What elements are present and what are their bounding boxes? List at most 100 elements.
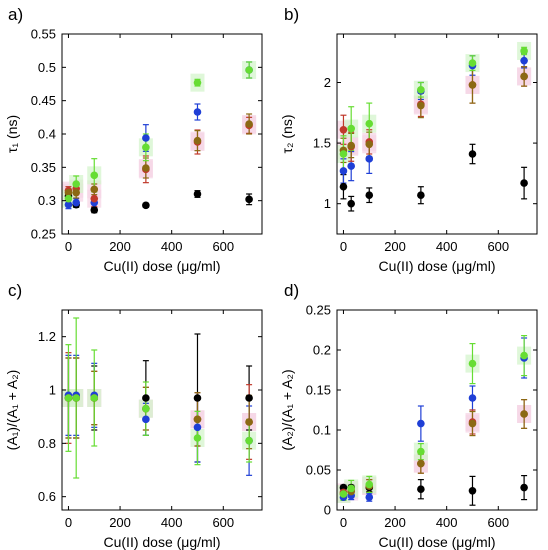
data-point-brown <box>142 164 150 172</box>
y-tick-label: 1 <box>324 196 331 211</box>
x-tick-label: 400 <box>161 515 183 530</box>
y-tick-label: 0.15 <box>306 383 331 398</box>
x-axis-label: Cu(II) dose (μg/ml) <box>379 534 496 550</box>
data-point-black <box>365 191 374 200</box>
y-tick-label: 0.45 <box>31 93 56 108</box>
chart-panel-2: b) 0 200 400 600 1 1.5 2 Cu(II) dose (μg/ml) τ₂ (… <box>279 5 538 274</box>
data-point-green <box>468 59 477 67</box>
data-point-blue <box>193 108 202 116</box>
y-tick-label: 1.5 <box>313 136 331 151</box>
y-tick-label: 0.3 <box>38 193 56 208</box>
plot-frame <box>336 309 538 511</box>
x-tick-label: 600 <box>212 515 234 530</box>
y-tick-label: 1 <box>49 383 56 398</box>
panel-letter: a) <box>8 5 23 24</box>
data-point-blue <box>347 162 355 170</box>
data-point-black <box>417 191 425 200</box>
data-point-black <box>142 394 150 402</box>
data-point-brown <box>193 136 202 145</box>
data-point-black <box>193 190 202 198</box>
data-point-green <box>90 394 99 402</box>
x-tick-label: 400 <box>161 239 183 254</box>
data-point-blue <box>339 167 348 175</box>
data-point-black <box>245 394 253 402</box>
data-point-brown <box>417 459 425 468</box>
data-point-green <box>193 78 202 87</box>
y-tick-label: 0 <box>324 503 331 518</box>
y-axis-label: τ₂ (ns) <box>279 115 295 154</box>
data-point-green <box>339 150 348 158</box>
plot-frame <box>336 33 538 235</box>
data-point-green <box>245 66 253 74</box>
data-point-green <box>347 124 355 133</box>
data-point-black <box>468 487 477 495</box>
x-tick-label: 400 <box>436 239 458 254</box>
y-tick-label: 0.25 <box>306 303 331 318</box>
data-point-black <box>468 150 477 158</box>
x-tick-label: 200 <box>109 239 131 254</box>
data-point-brown <box>72 188 80 197</box>
y-tick-label: 0.4 <box>38 127 56 142</box>
y-tick-label: 0.2 <box>313 343 331 358</box>
data-point-green <box>72 180 80 188</box>
x-tick-label: 400 <box>436 515 458 530</box>
data-point-black <box>339 182 348 191</box>
data-point-black <box>520 483 528 492</box>
data-point-green <box>365 480 374 489</box>
y-tick-label: 0.8 <box>38 436 56 451</box>
y-tick-label: 0.05 <box>306 463 331 478</box>
data-point-green <box>365 119 374 128</box>
x-axis-label: Cu(II) dose (μg/ml) <box>104 534 221 550</box>
data-point-green <box>90 171 99 180</box>
x-tick-label: 200 <box>384 239 406 254</box>
x-tick-label: 0 <box>340 239 347 254</box>
data-point-green <box>142 404 150 413</box>
data-point-green <box>417 85 425 94</box>
y-tick-label: 2 <box>324 75 331 90</box>
data-point-brown <box>347 141 355 150</box>
data-point-green <box>142 143 150 152</box>
chart-panel-4: d) 0 200 400 600 0 0.05 0.1 0.15 0.2 0.25 Cu(II) do… <box>279 281 538 550</box>
data-point-green <box>64 394 73 402</box>
x-tick-label: 600 <box>487 239 509 254</box>
x-tick-label: 200 <box>109 515 131 530</box>
data-point-black <box>245 195 253 204</box>
data-point-green <box>193 434 202 442</box>
y-tick-label: 0.35 <box>31 160 56 175</box>
data-point-blue <box>142 415 150 424</box>
data-point-green <box>468 359 477 368</box>
data-point-blue <box>520 56 528 65</box>
data-point-brown <box>365 140 374 149</box>
data-point-blue <box>193 423 202 432</box>
data-point-blue <box>468 394 477 402</box>
data-point-green <box>245 436 253 445</box>
data-point-green <box>72 394 80 402</box>
data-point-black <box>417 485 425 494</box>
data-point-black <box>142 201 150 210</box>
data-point-brown <box>64 188 73 197</box>
x-tick-label: 0 <box>65 515 72 530</box>
data-point-brown <box>468 81 477 89</box>
x-tick-label: 0 <box>340 515 347 530</box>
data-point-black <box>347 199 355 208</box>
data-point-red <box>339 125 348 134</box>
panel-letter: d) <box>284 281 299 300</box>
data-point-green <box>417 447 425 456</box>
data-point-blue <box>417 419 425 428</box>
x-tick-label: 600 <box>487 515 509 530</box>
y-tick-label: 0.6 <box>38 489 56 504</box>
data-point-blue <box>64 200 73 209</box>
data-point-green <box>339 490 348 498</box>
y-tick-label: 0.25 <box>31 227 56 242</box>
y-tick-label: 1.2 <box>38 329 56 344</box>
panel-letter: b) <box>284 5 299 24</box>
data-point-blue <box>142 134 150 142</box>
chart-panel-1: a) 0 200 400 600 0.25 0.3 0.35 0.4 0.45 0.5 0.55 Cu(… <box>4 5 263 274</box>
data-point-red <box>90 194 99 203</box>
chart-panel-3: c) 0 200 400 600 0.6 0.8 1 1.2 Cu(II) dose (μg/ml… <box>4 281 263 550</box>
data-point-brown <box>245 418 253 426</box>
y-axis-label: (A₂)/(A₁ + A₂) <box>279 369 295 450</box>
data-point-blue <box>72 198 80 207</box>
y-tick-label: 0.55 <box>31 27 56 42</box>
